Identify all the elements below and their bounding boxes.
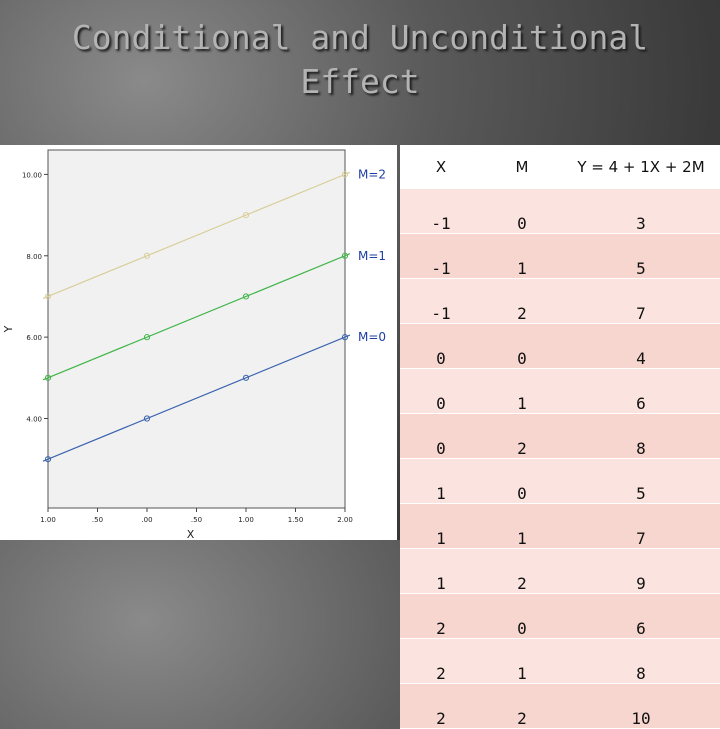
table-row: -1 2 7 — [400, 278, 720, 324]
cell-m: 1 — [482, 233, 562, 279]
data-point — [341, 252, 349, 259]
cell-x: 2 — [400, 638, 482, 684]
x-tick-label: 1.00 — [40, 516, 56, 524]
cell-x: 1 — [400, 503, 482, 549]
data-point — [341, 334, 349, 341]
table-row: -1 1 5 — [400, 233, 720, 279]
data-point — [143, 252, 151, 259]
cell-m: 2 — [482, 278, 562, 324]
cell-x: 0 — [400, 323, 482, 369]
cell-x: 1 — [400, 458, 482, 504]
series-line-0 — [42, 171, 351, 300]
y-tick-label: 6.00 — [26, 334, 42, 342]
data-point — [242, 293, 250, 300]
header-y: Y = 4 + 1X + 2M — [562, 145, 720, 189]
y-axis-label: Y — [2, 325, 15, 333]
cell-m: 0 — [482, 593, 562, 639]
cell-x: 1 — [400, 548, 482, 594]
cell-x: -1 — [400, 233, 482, 279]
cell-y: 4 — [562, 323, 720, 369]
data-point — [143, 334, 151, 341]
cell-y: 6 — [562, 593, 720, 639]
table-header-row: X M Y = 4 + 1X + 2M — [400, 145, 720, 189]
series-line-2 — [42, 334, 351, 462]
cell-m: 2 — [482, 683, 562, 729]
header-x: X — [400, 145, 482, 189]
x-tick-label: 1.00 — [238, 516, 254, 524]
cell-x: -1 — [400, 188, 482, 234]
chart-panel: 4.00 6.00 8.00 10.00 1.00 .50 .00 .50 1.00 1.50 2.… — [0, 145, 397, 540]
header-m: M — [482, 145, 562, 189]
slide-title-line2: Effect — [300, 62, 420, 101]
cell-y: 6 — [562, 368, 720, 414]
x-tick-label: 2.00 — [337, 516, 353, 524]
cell-x: 2 — [400, 593, 482, 639]
cell-m: 2 — [482, 413, 562, 459]
y-tick-label: 4.00 — [26, 416, 42, 424]
x-tick-label: .00 — [141, 516, 152, 524]
cell-y: 3 — [562, 188, 720, 234]
data-point — [242, 374, 250, 381]
cell-m: 1 — [482, 368, 562, 414]
table-row: 2 2 10 — [400, 683, 720, 729]
cell-m: 1 — [482, 638, 562, 684]
cell-y: 9 — [562, 548, 720, 594]
data-point — [44, 456, 52, 463]
series-label-0: M=2 — [358, 167, 386, 181]
cell-y: 8 — [562, 413, 720, 459]
cell-y: 5 — [562, 233, 720, 279]
data-point — [143, 415, 151, 422]
series-label-1: M=1 — [358, 249, 386, 263]
series-label-2: M=0 — [358, 330, 386, 344]
cell-x: 0 — [400, 413, 482, 459]
cell-m: 2 — [482, 548, 562, 594]
slide-title: Conditional and Unconditional Effect — [60, 16, 660, 104]
cell-x: 0 — [400, 368, 482, 414]
series-line-1 — [42, 253, 351, 381]
plot-area — [47, 149, 346, 509]
table-row: -1 0 3 — [400, 188, 720, 234]
cell-m: 0 — [482, 323, 562, 369]
data-point — [44, 293, 52, 300]
x-axis-label: X — [187, 528, 195, 540]
cell-y: 10 — [562, 683, 720, 729]
table-panel: X M Y = 4 + 1X + 2M -1 0 3 -1 1 5 -1 2 7 0 0 4 0 1 6 0 2… — [400, 145, 720, 729]
cell-m: 0 — [482, 458, 562, 504]
slide-title-line1: Conditional and Unconditional — [71, 18, 649, 57]
cell-m: 1 — [482, 503, 562, 549]
cell-x: -1 — [400, 278, 482, 324]
y-tick-label: 8.00 — [26, 253, 42, 261]
cell-y: 8 — [562, 638, 720, 684]
x-tick-label: .50 — [92, 516, 103, 524]
cell-y: 7 — [562, 278, 720, 324]
table-body: -1 0 3 -1 1 5 -1 2 7 0 0 4 0 1 6 0 2 8 1 0 5 1 1 7 1 2 9 2 0 6 2 1 8 2 2 10 — [400, 188, 720, 729]
line-chart: 4.00 6.00 8.00 10.00 1.00 .50 .00 .50 1.00 1.50 2.… — [2, 149, 386, 540]
cell-y: 7 — [562, 503, 720, 549]
data-point — [242, 211, 250, 219]
data-table: X M Y = 4 + 1X + 2M -1 0 3 -1 1 5 -1 2 7 0 0 4 0 1 6 0 2… — [400, 145, 720, 729]
data-point — [44, 374, 52, 381]
y-tick-label: 10.00 — [22, 171, 42, 179]
data-point — [341, 171, 349, 178]
cell-y: 5 — [562, 458, 720, 504]
cell-x: 2 — [400, 683, 482, 729]
x-tick-label: 1.50 — [288, 516, 304, 524]
cell-m: 0 — [482, 188, 562, 234]
x-tick-label: .50 — [191, 516, 202, 524]
